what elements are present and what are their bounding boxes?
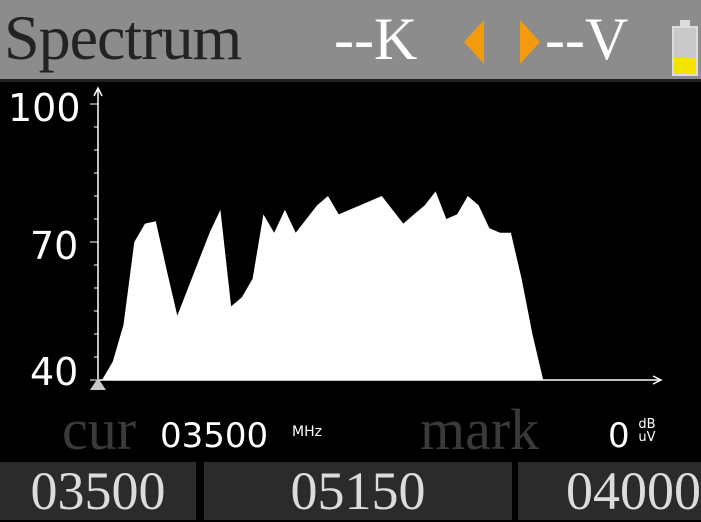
footer-bar: 03500 05150 04000 — [0, 460, 701, 522]
battery-cap — [680, 20, 690, 27]
battery-fill — [674, 57, 696, 74]
spectrum-area — [102, 191, 640, 380]
mark-unit-top: dB — [638, 417, 656, 432]
y-axis-arrow — [93, 86, 103, 97]
status-row: cur 03500 MHz mark 0 dB uV — [0, 400, 701, 460]
header-bar: Spectrum --K --V — [0, 0, 701, 82]
mark-label: mark — [420, 397, 540, 462]
v-value: --V — [545, 6, 629, 72]
k-value: --K — [334, 6, 418, 72]
footer-cell-center[interactable]: 04000 — [518, 462, 701, 520]
plot-area — [90, 86, 663, 390]
footer-cell-start[interactable]: 03500 — [0, 462, 196, 520]
mark-unit: dB uV — [634, 418, 660, 444]
y-tick-40: 40 — [30, 350, 79, 394]
cur-value: 03500 — [160, 416, 269, 456]
mark-unit-bottom: uV — [638, 430, 656, 445]
page-title: Spectrum — [4, 2, 242, 73]
y-tick-70: 70 — [30, 224, 79, 268]
arrow-right-icon[interactable] — [520, 20, 540, 64]
battery-icon — [672, 26, 698, 76]
cur-label: cur — [62, 397, 137, 462]
spectrum-chart — [90, 86, 663, 390]
x-axis-arrow — [652, 375, 663, 385]
footer-cell-stop[interactable]: 05150 — [204, 462, 512, 520]
y-tick-100: 100 — [8, 86, 81, 130]
cur-unit: MHz — [292, 424, 322, 440]
mark-value: 0 — [608, 416, 630, 456]
arrow-left-icon[interactable] — [464, 20, 484, 64]
cursor-marker-icon[interactable] — [90, 378, 106, 390]
